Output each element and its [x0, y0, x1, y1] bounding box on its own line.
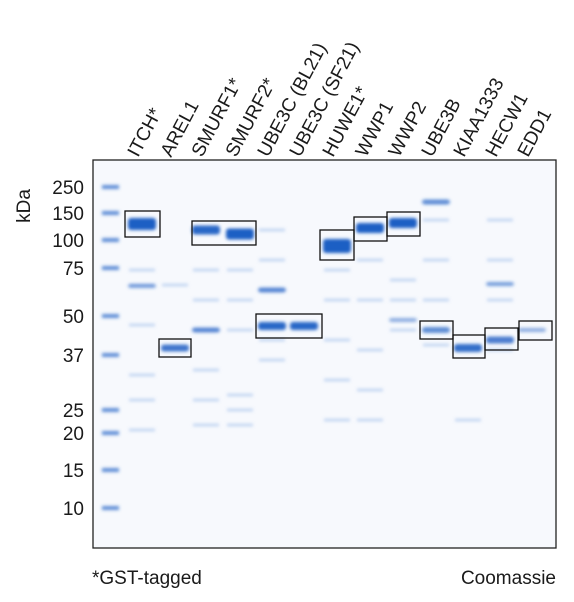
ladder-band [102, 266, 119, 270]
footer-right: Coomassie [461, 568, 556, 589]
ladder-band [102, 431, 119, 435]
faint-band [227, 408, 253, 412]
faint-band [357, 348, 383, 352]
marker-label: 37 [63, 346, 84, 367]
protein-band [128, 284, 156, 288]
protein-band [486, 282, 514, 286]
ladder-band [102, 408, 119, 412]
faint-band [193, 423, 219, 427]
faint-band [423, 258, 449, 262]
ladder-band [102, 238, 119, 242]
faint-band [390, 278, 416, 282]
ladder-band [102, 314, 119, 318]
protein-band [389, 218, 417, 228]
ladder-band [102, 185, 119, 189]
band-box [124, 210, 161, 238]
faint-band [227, 268, 253, 272]
protein-band [226, 228, 254, 240]
faint-band [423, 298, 449, 302]
faint-band [227, 393, 253, 397]
faint-band [259, 258, 285, 262]
faint-band [193, 298, 219, 302]
protein-band [258, 322, 286, 330]
protein-band [422, 199, 450, 205]
faint-band [129, 373, 155, 377]
band-box [319, 229, 355, 261]
band-box [191, 220, 257, 246]
band-box [518, 320, 553, 341]
faint-band [357, 418, 383, 422]
faint-band [193, 398, 219, 402]
faint-band [455, 418, 481, 422]
faint-band [357, 258, 383, 262]
faint-band [227, 423, 253, 427]
protein-band [192, 225, 220, 235]
ladder-band [102, 353, 119, 357]
marker-label: 150 [52, 204, 84, 225]
protein-band [128, 218, 156, 230]
marker-label: 15 [63, 461, 84, 482]
band-boxes [124, 210, 553, 359]
protein-band [323, 239, 351, 253]
protein-band [454, 344, 482, 352]
faint-band [129, 323, 155, 327]
marker-label: 20 [63, 424, 84, 445]
band-box [419, 320, 454, 340]
faint-band [259, 338, 285, 342]
faint-band [259, 358, 285, 362]
ladder-band [102, 468, 119, 472]
marker-label: 250 [52, 178, 84, 199]
protein-band [192, 327, 220, 333]
marker-label: 50 [63, 307, 84, 328]
protein-band [518, 328, 546, 332]
faint-band [324, 418, 350, 422]
faint-band [324, 298, 350, 302]
gel-frame [92, 159, 557, 549]
protein-band [161, 344, 189, 352]
faint-band [227, 328, 253, 332]
faint-band [162, 283, 188, 287]
marker-label: 10 [63, 499, 84, 520]
band-box [386, 211, 421, 237]
protein-band [290, 322, 318, 330]
ladder-band [102, 211, 119, 215]
faint-band [324, 268, 350, 272]
footer-left: *GST-tagged [92, 568, 202, 589]
faint-band [357, 298, 383, 302]
faint-band [390, 328, 416, 332]
protein-band [486, 336, 514, 344]
faint-band [487, 218, 513, 222]
faint-band [324, 378, 350, 382]
ladder-band [102, 506, 119, 510]
faint-band [129, 268, 155, 272]
band-box [484, 327, 519, 351]
faint-band [259, 228, 285, 232]
faint-band [193, 268, 219, 272]
faint-band [487, 258, 513, 262]
faint-band [423, 218, 449, 222]
protein-band [356, 223, 384, 233]
protein-band [389, 318, 417, 322]
protein-band [258, 287, 286, 293]
faint-band [193, 368, 219, 372]
faint-band [129, 398, 155, 402]
band-box [255, 313, 323, 339]
faint-band [390, 298, 416, 302]
band-box [158, 338, 192, 358]
faint-band [487, 298, 513, 302]
gel-bands [102, 185, 546, 510]
marker-label: 100 [52, 231, 84, 252]
axis-label: kDa [14, 189, 35, 223]
marker-label: 25 [63, 401, 84, 422]
marker-label: 75 [63, 259, 84, 280]
faint-band [324, 338, 350, 342]
faint-band [357, 388, 383, 392]
protein-band [422, 327, 450, 333]
faint-band [423, 343, 449, 347]
faint-band [227, 298, 253, 302]
faint-band [129, 428, 155, 432]
